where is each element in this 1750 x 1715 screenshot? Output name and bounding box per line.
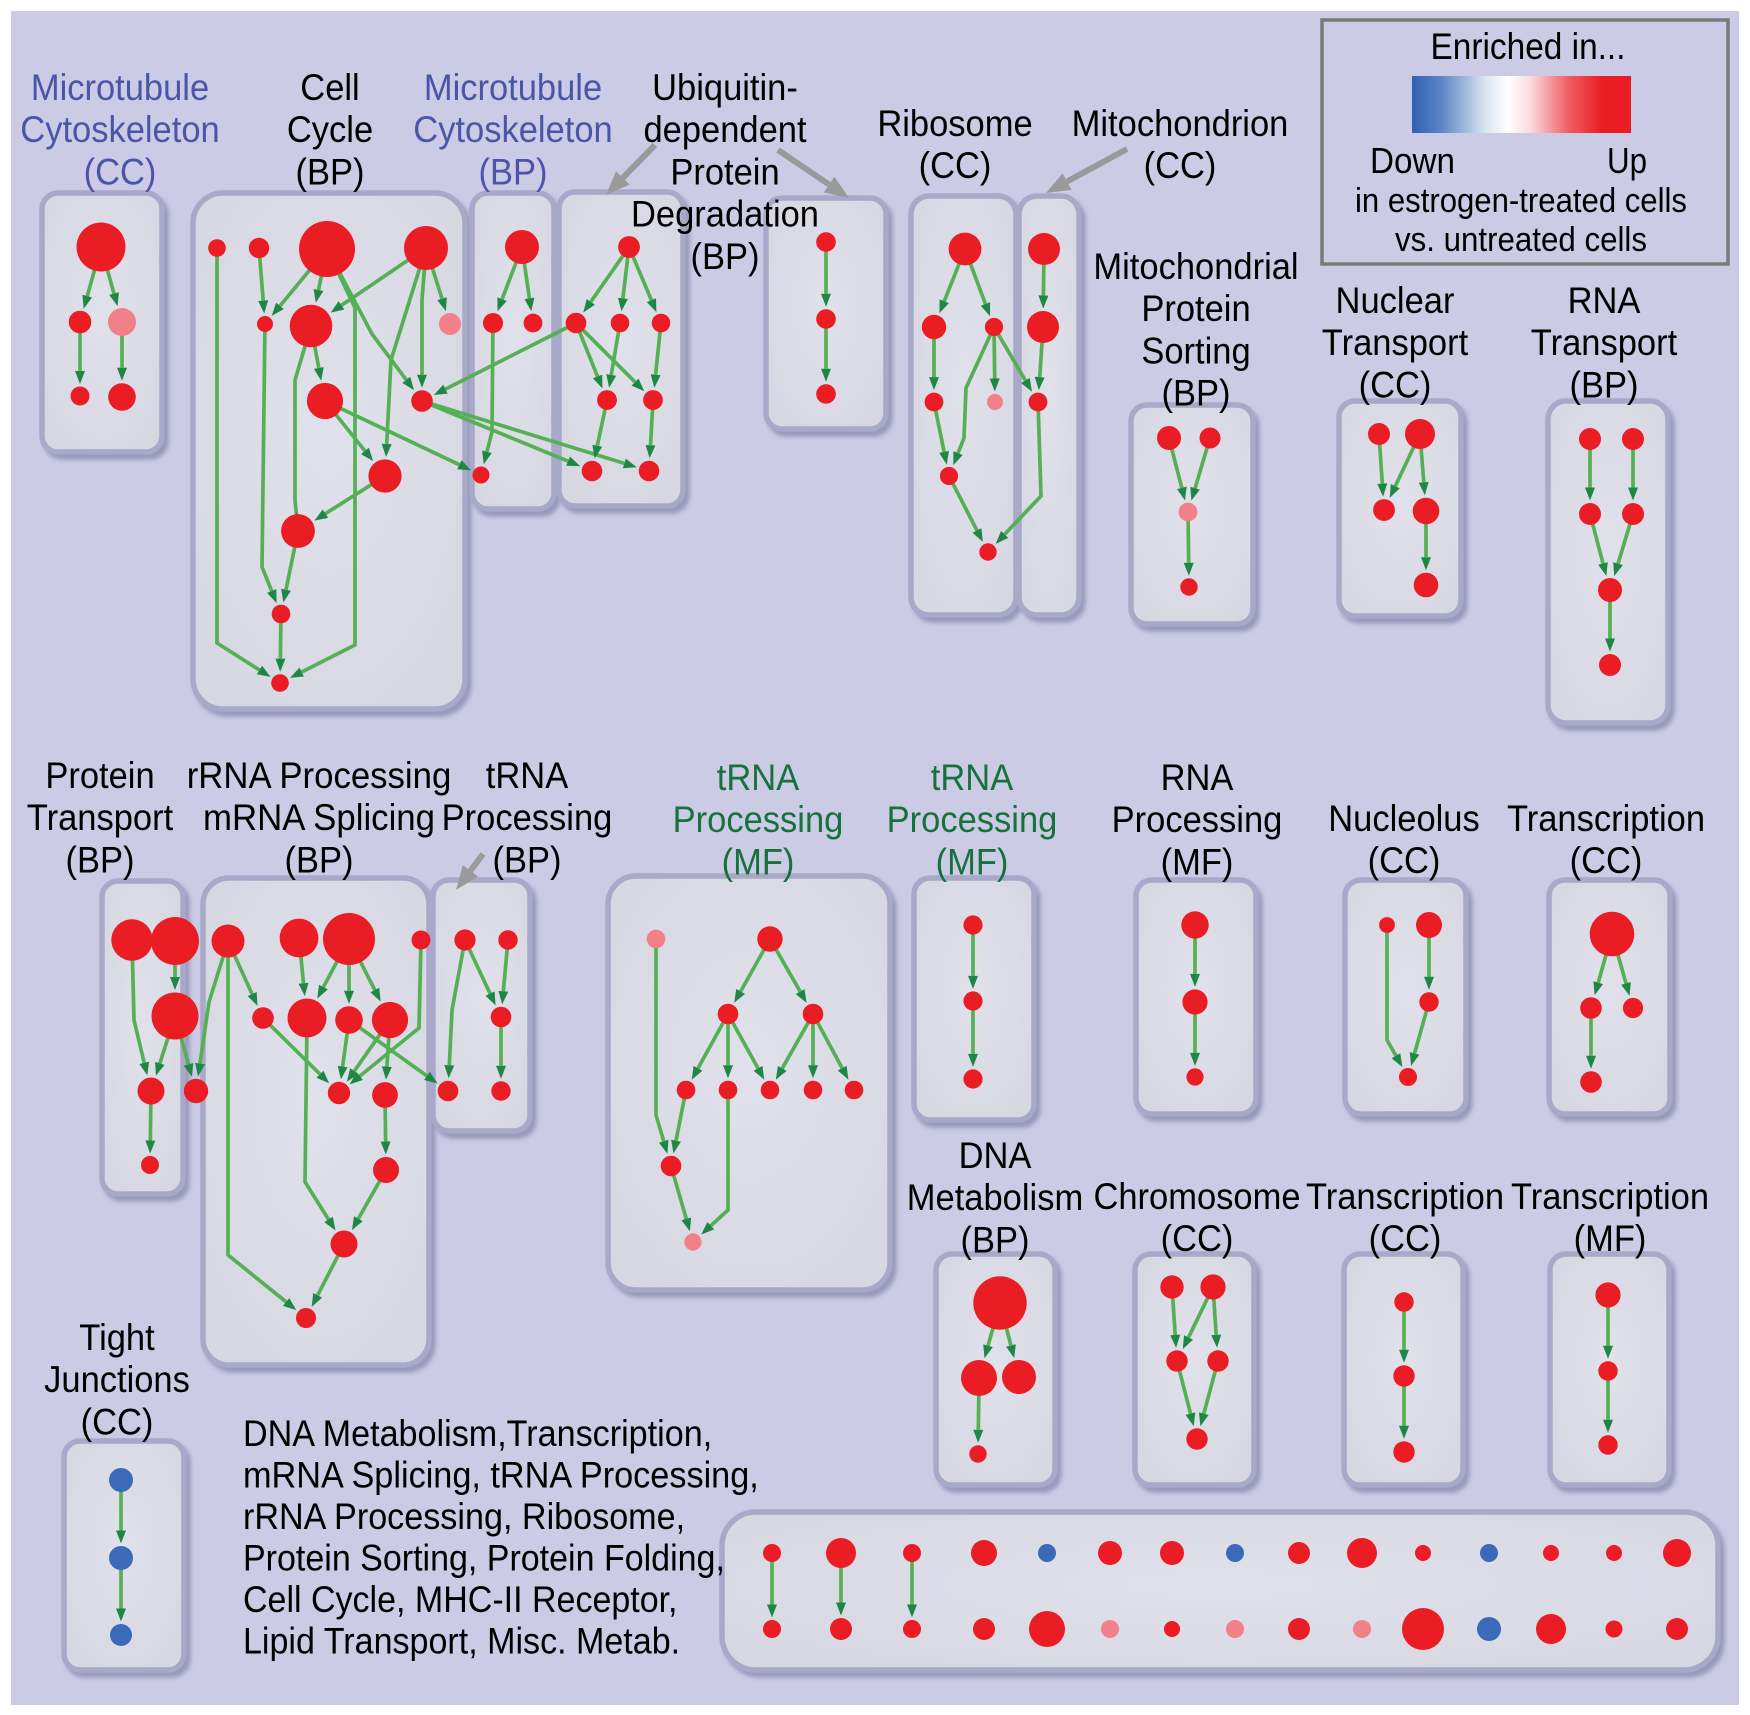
- svg-text:(BP): (BP): [1570, 363, 1639, 405]
- svg-text:(MF): (MF): [1574, 1217, 1647, 1259]
- svg-text:Lipid Transport, Misc. Metab.: Lipid Transport, Misc. Metab.: [243, 1621, 680, 1662]
- svg-text:DNA: DNA: [959, 1134, 1032, 1176]
- svg-text:mRNA Splicing, tRNA Processing: mRNA Splicing, tRNA Processing,: [243, 1455, 759, 1496]
- svg-text:Transcription: Transcription: [1306, 1175, 1504, 1217]
- svg-text:Processing: Processing: [673, 798, 844, 840]
- svg-text:Nuclear: Nuclear: [1336, 279, 1455, 321]
- svg-text:Mitochondrial: Mitochondrial: [1093, 245, 1298, 287]
- svg-text:Enriched in...: Enriched in...: [1431, 25, 1626, 67]
- svg-text:Sorting: Sorting: [1141, 329, 1250, 371]
- svg-text:DNA Metabolism,Transcription,: DNA Metabolism,Transcription,: [243, 1413, 712, 1454]
- svg-text:Processing: Processing: [887, 798, 1058, 840]
- svg-text:Down: Down: [1370, 140, 1455, 181]
- svg-text:(BP): (BP): [296, 150, 365, 192]
- svg-text:Ribosome: Ribosome: [877, 102, 1032, 144]
- svg-text:(CC): (CC): [919, 144, 992, 186]
- svg-text:(CC): (CC): [1161, 1217, 1234, 1259]
- svg-text:RNA: RNA: [1161, 756, 1234, 798]
- svg-text:Processing: Processing: [1112, 798, 1283, 840]
- svg-text:Protein: Protein: [670, 150, 779, 192]
- svg-text:rRNA Processing, Ribosome,: rRNA Processing, Ribosome,: [243, 1496, 685, 1537]
- svg-text:(BP): (BP): [493, 838, 562, 880]
- svg-text:Microtubule: Microtubule: [424, 66, 602, 108]
- svg-text:Mitochondrion: Mitochondrion: [1072, 102, 1289, 144]
- svg-text:(CC): (CC): [84, 150, 157, 192]
- svg-text:Metabolism: Metabolism: [907, 1176, 1083, 1218]
- svg-text:(BP): (BP): [285, 838, 354, 880]
- svg-text:Cytoskeleton: Cytoskeleton: [20, 108, 219, 150]
- svg-text:(MF): (MF): [1161, 840, 1234, 882]
- svg-text:in estrogen-treated cells: in estrogen-treated cells: [1355, 182, 1687, 220]
- svg-text:Transport: Transport: [1531, 321, 1678, 363]
- svg-text:Ubiquitin-: Ubiquitin-: [652, 66, 798, 108]
- svg-text:(CC): (CC): [81, 1400, 154, 1442]
- svg-text:Transcription: Transcription: [1511, 1175, 1709, 1217]
- svg-text:(BP): (BP): [66, 838, 135, 880]
- svg-text:Cell Cycle, MHC-II Receptor,: Cell Cycle, MHC-II Receptor,: [243, 1579, 678, 1620]
- svg-text:Transport: Transport: [1322, 321, 1469, 363]
- svg-text:Protein: Protein: [45, 754, 154, 796]
- svg-text:(BP): (BP): [691, 235, 760, 277]
- svg-text:Protein Sorting, Protein Foldi: Protein Sorting, Protein Folding,: [243, 1538, 725, 1579]
- svg-text:RNA: RNA: [1568, 279, 1641, 321]
- svg-text:Chromosome: Chromosome: [1093, 1175, 1300, 1217]
- svg-text:Up: Up: [1607, 140, 1647, 181]
- svg-text:tRNA: tRNA: [486, 754, 568, 796]
- svg-text:vs. untreated cells: vs. untreated cells: [1395, 221, 1647, 259]
- svg-text:(MF): (MF): [722, 840, 795, 882]
- svg-text:dependent: dependent: [643, 108, 807, 150]
- svg-text:tRNA: tRNA: [931, 756, 1013, 798]
- svg-text:Protein: Protein: [1141, 287, 1250, 329]
- svg-text:Microtubule: Microtubule: [31, 66, 209, 108]
- svg-text:Transcription: Transcription: [1507, 797, 1705, 839]
- svg-text:(CC): (CC): [1144, 144, 1217, 186]
- svg-text:Cycle: Cycle: [287, 108, 373, 150]
- svg-text:tRNA: tRNA: [717, 756, 799, 798]
- svg-text:Nucleolus: Nucleolus: [1328, 797, 1480, 839]
- svg-text:rRNA Processing: rRNA Processing: [187, 754, 452, 796]
- svg-text:(MF): (MF): [936, 840, 1009, 882]
- svg-text:Junctions: Junctions: [44, 1358, 190, 1400]
- svg-text:(CC): (CC): [1570, 839, 1643, 881]
- svg-text:(CC): (CC): [1369, 1217, 1442, 1259]
- svg-text:(BP): (BP): [1162, 372, 1231, 414]
- svg-text:(CC): (CC): [1368, 839, 1441, 881]
- svg-text:mRNA Splicing: mRNA Splicing: [203, 796, 435, 838]
- svg-text:Processing: Processing: [442, 796, 613, 838]
- svg-text:(CC): (CC): [1359, 363, 1432, 405]
- svg-text:Cytoskeleton: Cytoskeleton: [413, 108, 612, 150]
- svg-text:(BP): (BP): [961, 1218, 1030, 1260]
- svg-text:Degradation: Degradation: [631, 193, 819, 235]
- svg-text:Tight: Tight: [79, 1316, 155, 1358]
- svg-text:(BP): (BP): [479, 150, 548, 192]
- svg-text:Transport: Transport: [27, 796, 174, 838]
- svg-text:Cell: Cell: [300, 66, 359, 108]
